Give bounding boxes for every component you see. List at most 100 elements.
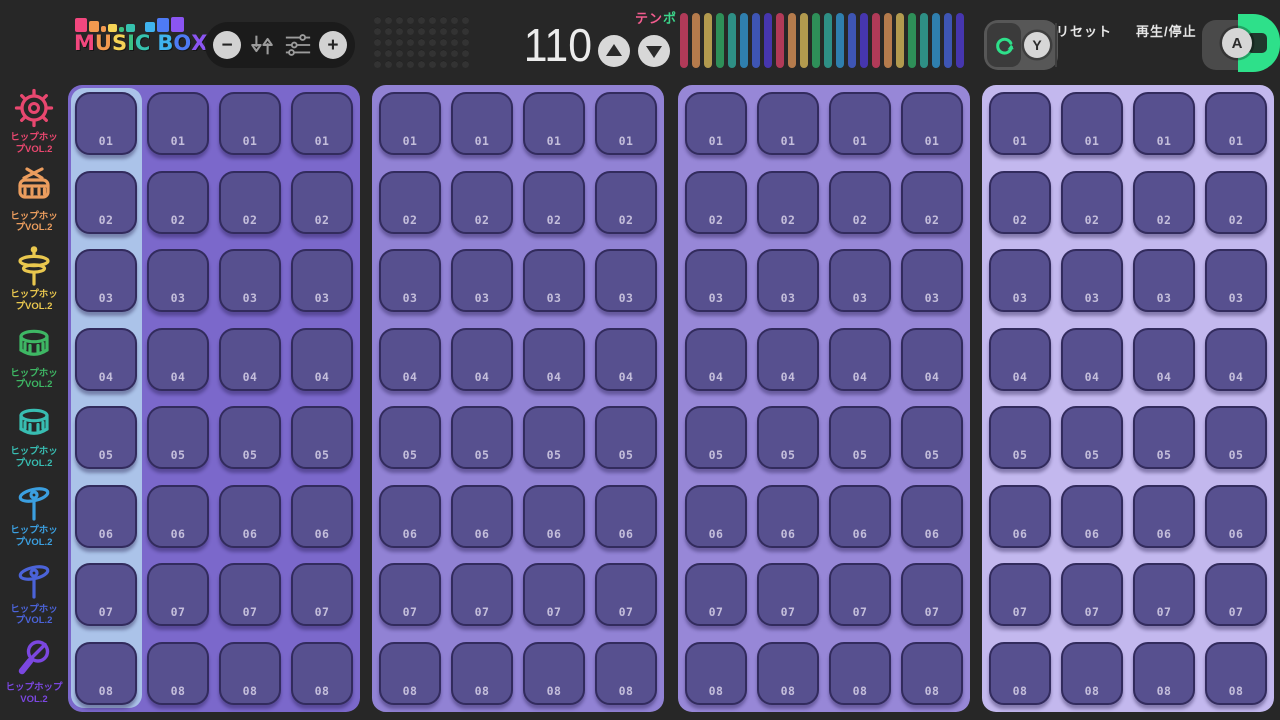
pad-p3-r5-c3[interactable]: 05	[829, 406, 891, 469]
pad-p2-r2-c2[interactable]: 02	[451, 170, 513, 234]
pad-p4-r7-c2[interactable]: 07	[1061, 563, 1123, 626]
pad-p3-r1-c1[interactable]: 01	[685, 92, 747, 155]
pad-p1-r8-c1[interactable]: 08	[75, 641, 137, 705]
tempo-up-button[interactable]	[598, 35, 630, 67]
pad-p3-r7-c4[interactable]: 07	[901, 563, 963, 626]
play-stop-button[interactable]	[1238, 14, 1280, 72]
pad-p1-r1-c3[interactable]: 01	[219, 92, 281, 155]
pad-p2-r8-c4[interactable]: 08	[595, 641, 657, 705]
pad-p4-r1-c4[interactable]: 01	[1205, 92, 1267, 155]
pad-p2-r1-c3[interactable]: 01	[523, 92, 585, 155]
reset-button[interactable]	[987, 23, 1021, 67]
pad-p1-r3-c2[interactable]: 03	[147, 249, 209, 312]
pad-p3-r5-c1[interactable]: 05	[685, 406, 747, 469]
pad-p1-r5-c3[interactable]: 05	[219, 406, 281, 469]
sort-arrows-icon[interactable]	[248, 32, 276, 58]
pad-p3-r7-c2[interactable]: 07	[757, 563, 819, 626]
pad-p3-r6-c2[interactable]: 06	[757, 484, 819, 548]
pad-p2-r8-c2[interactable]: 08	[451, 641, 513, 705]
pad-p1-r3-c4[interactable]: 03	[291, 249, 353, 312]
pad-p2-r2-c3[interactable]: 02	[523, 170, 585, 234]
pad-p4-r6-c4[interactable]: 06	[1205, 484, 1267, 548]
pad-p1-r1-c1[interactable]: 01	[75, 92, 137, 155]
pad-p4-r5-c4[interactable]: 05	[1205, 406, 1267, 469]
pad-p1-r1-c4[interactable]: 01	[291, 92, 353, 155]
pad-p3-r6-c4[interactable]: 06	[901, 484, 963, 548]
pad-p3-r8-c1[interactable]: 08	[685, 641, 747, 705]
pad-p1-r2-c4[interactable]: 02	[291, 170, 353, 234]
pad-p3-r4-c3[interactable]: 04	[829, 327, 891, 391]
pad-p1-r7-c2[interactable]: 07	[147, 563, 209, 626]
a-button-badge[interactable]: A	[1222, 28, 1252, 58]
pad-p2-r5-c3[interactable]: 05	[523, 406, 585, 469]
pad-p3-r4-c4[interactable]: 04	[901, 327, 963, 391]
pad-p3-r2-c4[interactable]: 02	[901, 170, 963, 234]
sliders-icon[interactable]	[284, 32, 312, 58]
pad-p3-r3-c4[interactable]: 03	[901, 249, 963, 312]
pad-p2-r4-c3[interactable]: 04	[523, 327, 585, 391]
pad-p4-r6-c2[interactable]: 06	[1061, 484, 1123, 548]
pad-p3-r3-c3[interactable]: 03	[829, 249, 891, 312]
pad-p1-r3-c1[interactable]: 03	[75, 249, 137, 312]
pad-p4-r8-c4[interactable]: 08	[1205, 641, 1267, 705]
sidebar-item-instrument-3[interactable]: ヒップホッ プVOL.2	[0, 242, 68, 312]
pad-p1-r5-c1[interactable]: 05	[75, 406, 137, 469]
pad-p3-r4-c2[interactable]: 04	[757, 327, 819, 391]
pad-p3-r8-c4[interactable]: 08	[901, 641, 963, 705]
pad-p4-r4-c4[interactable]: 04	[1205, 327, 1267, 391]
pad-p3-r5-c2[interactable]: 05	[757, 406, 819, 469]
pad-p4-r5-c3[interactable]: 05	[1133, 406, 1195, 469]
pad-p2-r2-c4[interactable]: 02	[595, 170, 657, 234]
pad-p3-r5-c4[interactable]: 05	[901, 406, 963, 469]
pad-p1-r4-c2[interactable]: 04	[147, 327, 209, 391]
pad-p1-r8-c2[interactable]: 08	[147, 641, 209, 705]
pad-p2-r6-c1[interactable]: 06	[379, 484, 441, 548]
pad-p4-r1-c2[interactable]: 01	[1061, 92, 1123, 155]
pad-p2-r1-c4[interactable]: 01	[595, 92, 657, 155]
pad-p4-r6-c1[interactable]: 06	[989, 484, 1051, 548]
pad-p2-r3-c4[interactable]: 03	[595, 249, 657, 312]
pad-p2-r4-c2[interactable]: 04	[451, 327, 513, 391]
pad-p4-r8-c3[interactable]: 08	[1133, 641, 1195, 705]
sidebar-item-instrument-4[interactable]: ヒップホッ プVOL.2	[0, 321, 68, 391]
pad-p2-r5-c2[interactable]: 05	[451, 406, 513, 469]
pad-p2-r5-c1[interactable]: 05	[379, 406, 441, 469]
sidebar-item-instrument-8[interactable]: ヒップホップ VOL.2	[0, 635, 68, 705]
pad-p4-r2-c4[interactable]: 02	[1205, 170, 1267, 234]
pad-p2-r7-c3[interactable]: 07	[523, 563, 585, 626]
pad-p2-r8-c3[interactable]: 08	[523, 641, 585, 705]
pad-p1-r5-c2[interactable]: 05	[147, 406, 209, 469]
pad-p1-r8-c3[interactable]: 08	[219, 641, 281, 705]
pad-p4-r5-c1[interactable]: 05	[989, 406, 1051, 469]
pad-p3-r3-c1[interactable]: 03	[685, 249, 747, 312]
pad-p4-r1-c1[interactable]: 01	[989, 92, 1051, 155]
pad-p3-r7-c1[interactable]: 07	[685, 563, 747, 626]
pad-p4-r8-c2[interactable]: 08	[1061, 641, 1123, 705]
pad-p4-r2-c2[interactable]: 02	[1061, 170, 1123, 234]
pad-p4-r2-c1[interactable]: 02	[989, 170, 1051, 234]
pad-p4-r3-c1[interactable]: 03	[989, 249, 1051, 312]
pad-p1-r2-c3[interactable]: 02	[219, 170, 281, 234]
pad-p1-r6-c4[interactable]: 06	[291, 484, 353, 548]
pad-p3-r1-c4[interactable]: 01	[901, 92, 963, 155]
pad-p4-r4-c2[interactable]: 04	[1061, 327, 1123, 391]
pad-p4-r4-c3[interactable]: 04	[1133, 327, 1195, 391]
pad-p3-r1-c3[interactable]: 01	[829, 92, 891, 155]
pad-p4-r3-c2[interactable]: 03	[1061, 249, 1123, 312]
pad-p2-r1-c1[interactable]: 01	[379, 92, 441, 155]
pad-p4-r4-c1[interactable]: 04	[989, 327, 1051, 391]
pad-p2-r7-c2[interactable]: 07	[451, 563, 513, 626]
pad-p2-r5-c4[interactable]: 05	[595, 406, 657, 469]
pad-p2-r7-c4[interactable]: 07	[595, 563, 657, 626]
pad-p2-r3-c2[interactable]: 03	[451, 249, 513, 312]
pad-p3-r2-c2[interactable]: 02	[757, 170, 819, 234]
pad-p2-r4-c4[interactable]: 04	[595, 327, 657, 391]
pad-p1-r3-c3[interactable]: 03	[219, 249, 281, 312]
sidebar-item-instrument-5[interactable]: ヒップホッ プVOL.2	[0, 399, 68, 469]
pad-p1-r4-c4[interactable]: 04	[291, 327, 353, 391]
pad-p4-r2-c3[interactable]: 02	[1133, 170, 1195, 234]
tempo-down-button[interactable]	[638, 35, 670, 67]
pad-p1-r7-c1[interactable]: 07	[75, 563, 137, 626]
pad-p2-r8-c1[interactable]: 08	[379, 641, 441, 705]
pad-p2-r3-c1[interactable]: 03	[379, 249, 441, 312]
